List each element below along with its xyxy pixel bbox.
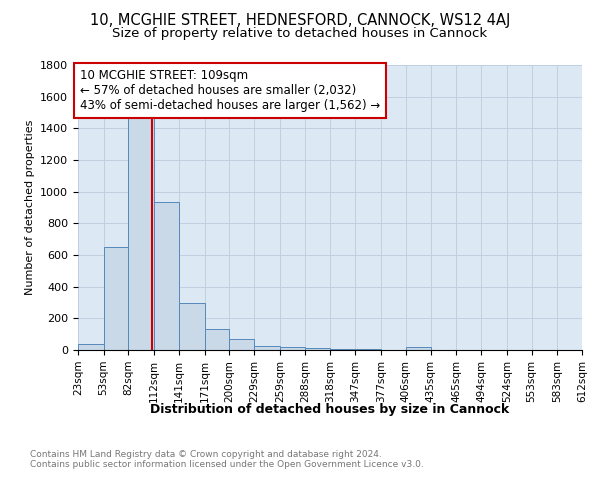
Text: Size of property relative to detached houses in Cannock: Size of property relative to detached ho…	[112, 28, 488, 40]
Y-axis label: Number of detached properties: Number of detached properties	[25, 120, 35, 295]
Text: Contains HM Land Registry data © Crown copyright and database right 2024.
Contai: Contains HM Land Registry data © Crown c…	[30, 450, 424, 469]
Bar	[229, 339, 254, 350]
Bar	[179, 304, 205, 350]
Bar	[280, 347, 305, 350]
Text: 10 MCGHIE STREET: 109sqm
← 57% of detached houses are smaller (2,032)
43% of sem: 10 MCGHIE STREET: 109sqm ← 57% of detach…	[80, 70, 380, 112]
Bar	[254, 346, 280, 350]
Bar	[104, 248, 128, 350]
Bar	[305, 348, 331, 350]
Bar	[406, 347, 431, 350]
Bar	[355, 349, 381, 350]
Bar	[154, 202, 179, 350]
Bar	[331, 348, 355, 350]
Bar	[78, 344, 104, 350]
Bar	[128, 115, 154, 350]
Text: 10, MCGHIE STREET, HEDNESFORD, CANNOCK, WS12 4AJ: 10, MCGHIE STREET, HEDNESFORD, CANNOCK, …	[90, 12, 510, 28]
Text: Distribution of detached houses by size in Cannock: Distribution of detached houses by size …	[151, 402, 509, 415]
Bar	[205, 330, 229, 350]
